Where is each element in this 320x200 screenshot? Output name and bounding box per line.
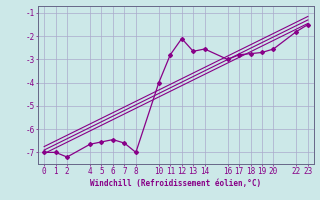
X-axis label: Windchill (Refroidissement éolien,°C): Windchill (Refroidissement éolien,°C) [91,179,261,188]
